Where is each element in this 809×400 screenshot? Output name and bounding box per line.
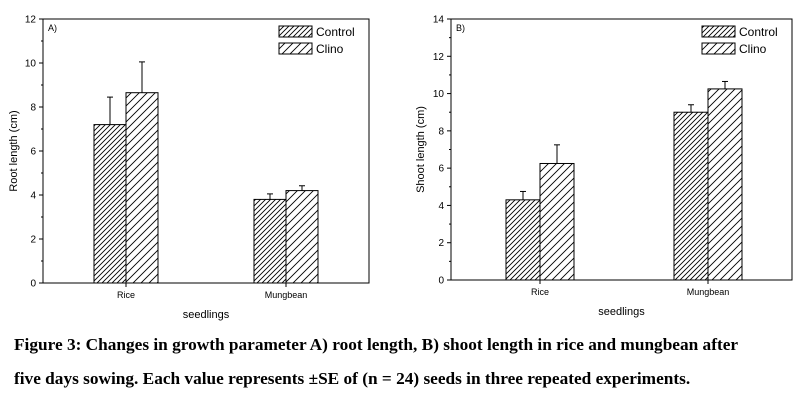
y-tick-label: 10 [25, 59, 37, 70]
legend-swatch-clino [701, 42, 736, 55]
legend-label-control: Control [316, 25, 355, 39]
figure-charts: 0 2 4 6 8 10 12 Root length (cm) A) Rice Mungbean s… [8, 15, 793, 321]
y-tick-label: 0 [30, 279, 36, 290]
x-tick-label: Mungbean [687, 287, 730, 297]
legend-label-clino: Clino [316, 42, 344, 56]
panel-label: B) [456, 23, 465, 33]
bar-clino [539, 162, 575, 281]
legend-swatch-control [701, 25, 736, 38]
legend-swatch-clino [278, 42, 313, 55]
y-tick-label: 6 [438, 164, 444, 175]
y-tick-label: 12 [433, 52, 445, 63]
panel-a-root-length: 0 2 4 6 8 10 12 Root length (cm) A) Rice Mungbean s… [8, 15, 370, 321]
caption-line-2: five days sowing. Each value represents … [14, 369, 691, 388]
y-tick-label: 4 [30, 191, 36, 202]
legend-label-clino: Clino [739, 42, 767, 56]
y-tick-label: 8 [30, 103, 36, 114]
bar-clino [125, 92, 159, 284]
legend-label-control: Control [739, 25, 778, 39]
caption-line-1: Figure 3: Changes in growth parameter A)… [14, 335, 739, 354]
y-tick-label: 4 [438, 201, 444, 212]
x-tick-label: Rice [117, 290, 135, 300]
x-tick-label: Rice [531, 287, 549, 297]
y-tick-label: 2 [30, 235, 36, 246]
bar-control [673, 111, 709, 281]
panel-b-shoot-length: 0 2 4 6 8 10 12 14 Shoot length (cm) B) Rice Mungbe… [415, 15, 793, 318]
y-tick-label: 2 [438, 238, 444, 249]
y-axis-label: Shoot length (cm) [415, 106, 427, 193]
y-tick-label: 8 [438, 126, 444, 137]
y-tick-label: 0 [438, 276, 444, 287]
x-tick-label: Mungbean [265, 290, 308, 300]
y-tick-label: 14 [433, 15, 445, 26]
bar-clino [285, 190, 319, 284]
y-axis-label: Root length (cm) [8, 110, 20, 191]
bar-clino [707, 88, 743, 281]
bar-control [505, 199, 541, 281]
plot-frame [42, 18, 370, 284]
panel-label: A) [48, 23, 57, 33]
bar-control [253, 198, 287, 284]
y-tick-label: 12 [25, 15, 37, 26]
legend-swatch-control [278, 25, 313, 38]
x-axis-label: seedlings [598, 306, 645, 318]
y-tick-label: 10 [433, 89, 445, 100]
y-tick-label: 6 [30, 147, 36, 158]
x-axis-label: seedlings [183, 309, 230, 321]
bar-control [93, 124, 127, 284]
